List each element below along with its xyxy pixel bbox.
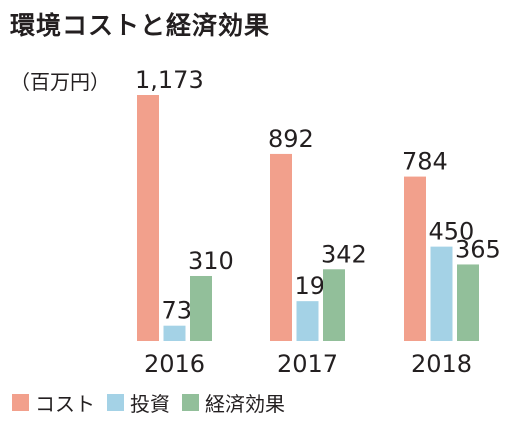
unit-label: （百万円） (10, 70, 110, 94)
data-label-economic-effect-2018: 365 (455, 235, 501, 263)
data-label-investment-2016: 73 (162, 297, 193, 325)
bar-economic-effect-2017 (323, 269, 345, 341)
legend: コスト 投資 経済効果 (12, 388, 297, 417)
bar-economic-effect-2016 (190, 275, 212, 341)
data-label-cost-2016: 1,173 (135, 66, 204, 94)
data-label-economic-effect-2017: 342 (321, 240, 367, 268)
legend-label-economic-effect: 経済効果 (205, 392, 285, 416)
x-tick-label-2017: 2017 (277, 350, 338, 378)
legend-swatch-investment (107, 394, 124, 411)
legend-swatch-economic-effect (182, 394, 199, 411)
data-label-economic-effect-2016: 310 (188, 247, 234, 275)
bar-investment-2018 (430, 246, 453, 341)
bar-investment-2017 (296, 301, 319, 341)
x-tick-label-2018: 2018 (411, 350, 472, 378)
legend-label-investment: 投資 (130, 392, 170, 416)
x-tick-label-2016: 2016 (144, 350, 205, 378)
legend-item-investment: 投資 (107, 388, 170, 417)
legend-item-economic-effect: 経済効果 (182, 388, 285, 417)
bar-cost-2017 (270, 153, 292, 341)
legend-label-cost: コスト (35, 392, 95, 416)
data-label-cost-2018: 784 (402, 148, 448, 176)
data-label-investment-2018: 450 (429, 218, 475, 246)
bar-economic-effect-2018 (457, 264, 479, 341)
chart-title: 環境コストと経済効果 (10, 11, 271, 40)
legend-swatch-cost (12, 394, 29, 411)
data-label-cost-2017: 892 (268, 125, 314, 153)
bar-cost-2016 (137, 95, 159, 341)
legend-item-cost: コスト (12, 388, 95, 417)
bar-cost-2018 (404, 176, 426, 341)
bar-investment-2016 (163, 325, 186, 341)
